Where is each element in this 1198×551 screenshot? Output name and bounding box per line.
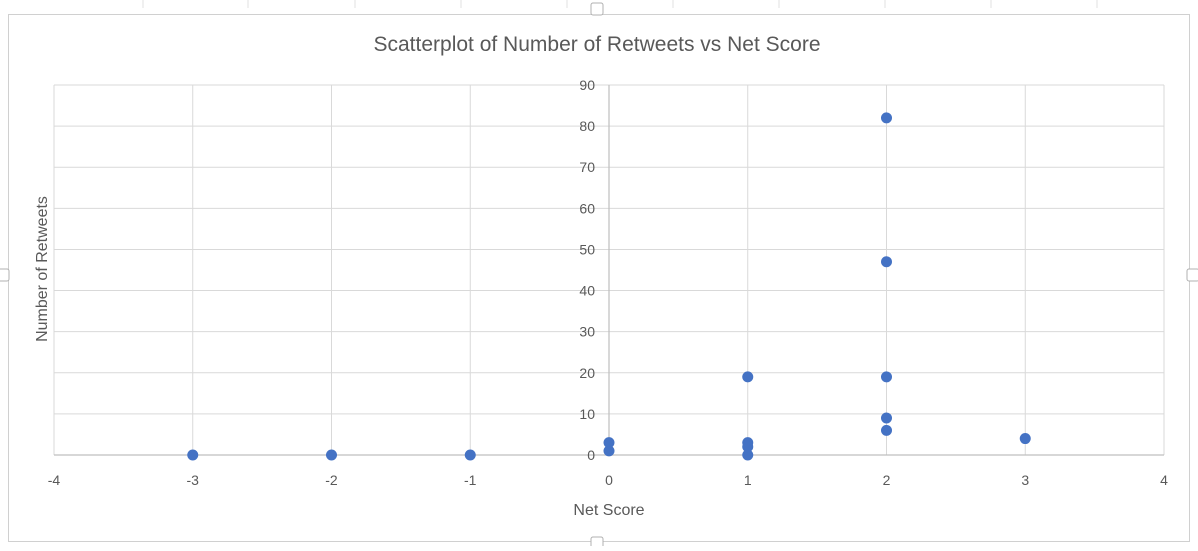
y-tick-label: 0 [587, 447, 595, 463]
resize-handle[interactable] [1186, 268, 1198, 282]
scatter-point [742, 371, 754, 383]
x-tick-label: 2 [883, 472, 891, 488]
scatter-point [742, 441, 754, 453]
y-axis-label: Number of Retweets [34, 196, 51, 342]
scatter-point [326, 449, 337, 461]
y-tick-label: 80 [579, 118, 595, 134]
y-tick-label: 60 [579, 200, 595, 216]
y-tick-labels: 0 10 20 30 40 50 60 70 80 90 [579, 77, 595, 463]
scatter-point [881, 371, 892, 383]
scatter-point [603, 445, 615, 457]
x-tick-label: -2 [325, 472, 338, 488]
scatter-point [187, 449, 199, 461]
chart-title: Scatterplot of Number of Retweets vs Net… [373, 33, 820, 56]
x-tick-labels: -4 -3 -2 -1 0 1 2 3 4 [48, 472, 1168, 488]
resize-handle[interactable] [0, 268, 10, 282]
resize-handle[interactable] [590, 536, 604, 550]
scatter-point [881, 256, 892, 268]
resize-handle[interactable] [590, 2, 604, 16]
y-tick-label: 90 [579, 77, 595, 93]
scatter-point [881, 412, 892, 424]
x-tick-label: -1 [464, 472, 477, 488]
x-tick-label: 0 [605, 472, 613, 488]
x-tick-label: 3 [1021, 472, 1029, 488]
sheet-background-lines [142, 0, 1098, 8]
scatter-point [1019, 433, 1031, 445]
scatter-point [464, 449, 476, 461]
x-tick-label: -4 [48, 472, 61, 488]
x-tick-label: -3 [187, 472, 200, 488]
scatter-point [742, 449, 754, 461]
y-tick-label: 30 [579, 324, 595, 340]
y-tick-label: 10 [579, 406, 595, 422]
scatter-point [881, 424, 892, 436]
scatter-point [603, 437, 615, 449]
y-tick-label: 50 [579, 241, 595, 257]
y-tick-label: 40 [579, 283, 595, 299]
data-points [187, 112, 1031, 461]
chart-frame [8, 14, 1190, 542]
scatter-point [881, 112, 892, 124]
x-tick-label: 1 [744, 472, 752, 488]
y-tick-label: 20 [579, 365, 595, 381]
y-tick-label: 70 [579, 159, 595, 175]
x-axis-label: Net Score [573, 502, 644, 519]
x-tick-label: 4 [1160, 472, 1168, 488]
